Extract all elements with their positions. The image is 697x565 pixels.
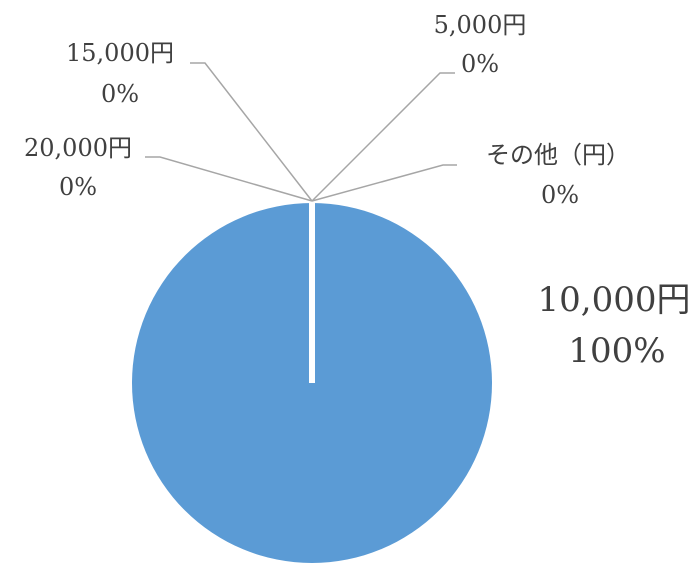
leader-line-5000 [311, 72, 455, 202]
leader-line-20000 [145, 156, 313, 202]
data-label-10000: 10,000円 100% [538, 280, 691, 371]
category-label-other: その他（円） [486, 141, 630, 169]
data-label-5000: 5,000円 0% [434, 11, 527, 78]
percent-label-20000: 0% [59, 173, 97, 201]
leader-line-other [311, 164, 457, 202]
category-label-15000: 15,000円 [66, 39, 174, 67]
category-label-20000: 20,000円 [24, 134, 132, 162]
percent-label-10000: 100% [568, 331, 665, 371]
data-label-other: その他（円） 0% [486, 141, 630, 209]
data-label-15000: 15,000円 0% [66, 39, 174, 108]
category-label-10000: 10,000円 [538, 280, 691, 320]
leader-line-15000 [190, 62, 313, 202]
data-label-20000: 20,000円 0% [24, 134, 132, 201]
category-label-5000: 5,000円 [434, 11, 527, 39]
percent-label-5000: 0% [461, 50, 499, 78]
percent-label-other: 0% [541, 181, 579, 209]
percent-label-15000: 0% [101, 80, 139, 108]
